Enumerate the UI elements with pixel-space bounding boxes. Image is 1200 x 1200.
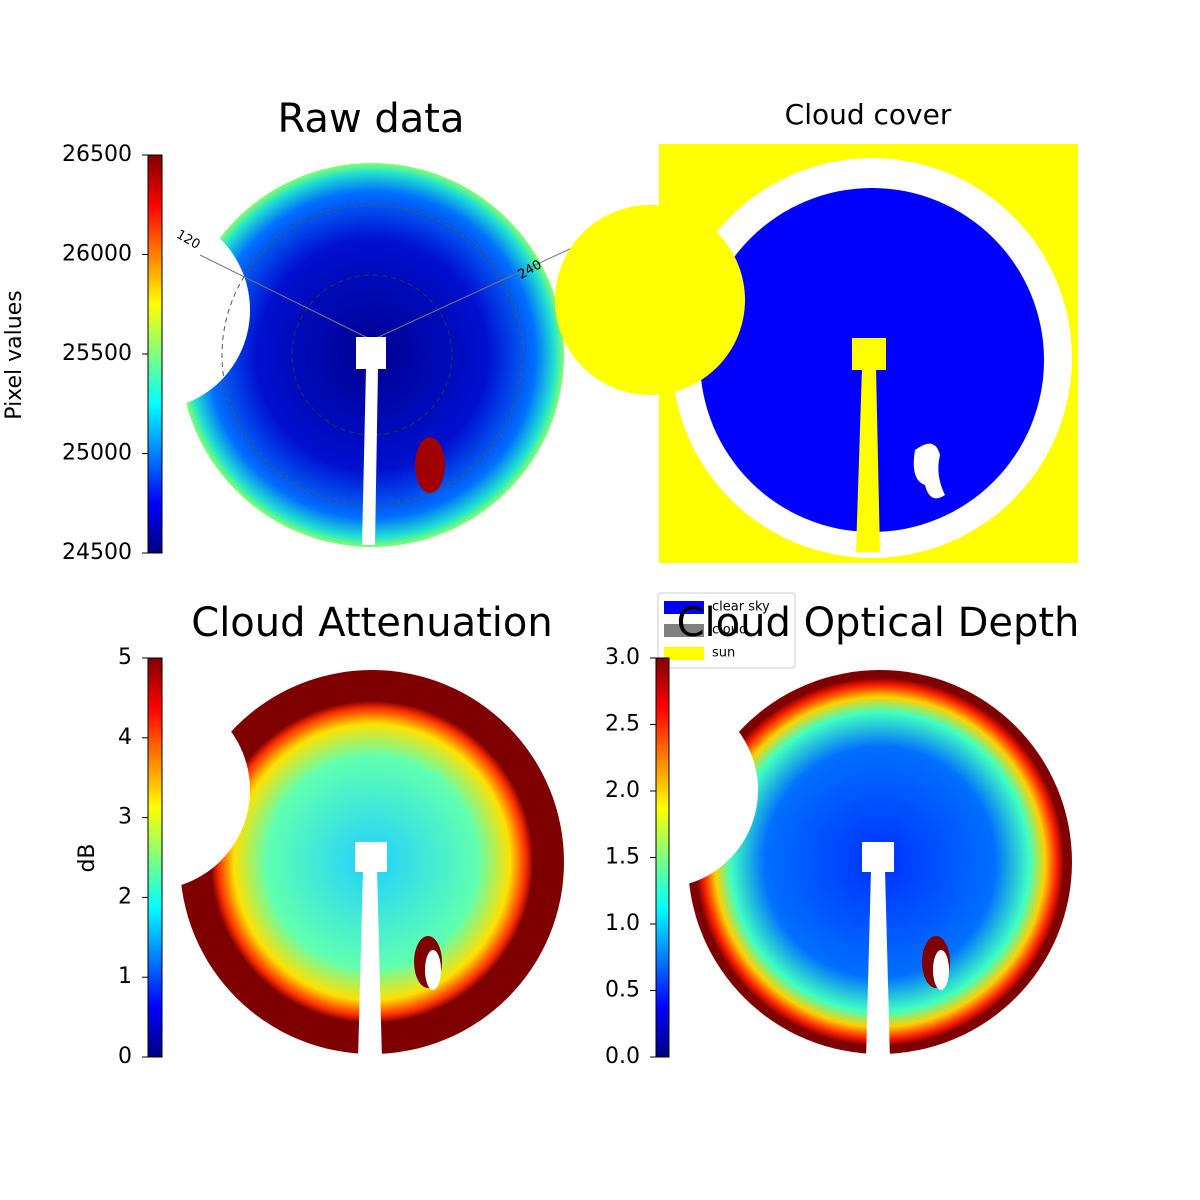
colorbar-tick-label: 0 bbox=[118, 1044, 132, 1069]
colorbar bbox=[147, 657, 163, 1058]
raw-image bbox=[50, 163, 573, 547]
colorbar-tick-label: 1 bbox=[118, 964, 132, 989]
panel-title: Raw data bbox=[278, 96, 465, 142]
colorbar-tick-label: 25000 bbox=[62, 441, 132, 466]
legend-swatch bbox=[664, 647, 704, 660]
legend-label: clear sky bbox=[712, 600, 770, 615]
colorbar-tick-label: 2.0 bbox=[605, 778, 640, 803]
colorbar-tick-label: 3.0 bbox=[605, 645, 640, 670]
colorbar-label: dB bbox=[75, 843, 100, 872]
colorbar bbox=[147, 154, 163, 554]
colorbar-tick-label: 2 bbox=[118, 884, 132, 909]
colorbar-tick-label: 0.0 bbox=[605, 1044, 640, 1069]
cloud-cover-image bbox=[555, 144, 1078, 563]
colorbar-tick-label: 24500 bbox=[62, 540, 132, 565]
colorbar-tick-label: 26000 bbox=[62, 242, 132, 267]
legend-label: sun bbox=[712, 646, 735, 661]
colorbar-tick-label: 3 bbox=[118, 805, 132, 830]
colorbar-tick-label: 2.5 bbox=[605, 712, 640, 737]
colorbar-tick-label: 26500 bbox=[62, 142, 132, 167]
legend-label: cloud bbox=[712, 623, 747, 638]
panel-title: Cloud cover bbox=[785, 98, 952, 131]
colorbar-tick-label: 1.0 bbox=[605, 911, 640, 936]
legend-swatch bbox=[664, 624, 704, 637]
cod-image bbox=[562, 670, 1072, 1060]
colorbar-tick-label: 4 bbox=[118, 725, 132, 750]
colorbar-tick-label: 5 bbox=[118, 645, 132, 670]
colorbar-tick-label: 1.5 bbox=[605, 845, 640, 870]
colorbar bbox=[655, 657, 670, 1058]
legend: clear sky cloud sun bbox=[657, 592, 796, 669]
panel-title: Cloud Optical Depth bbox=[677, 600, 1080, 646]
panel-title: Cloud Attenuation bbox=[191, 600, 552, 646]
legend-swatch bbox=[664, 601, 704, 614]
colorbar-tick-label: 25500 bbox=[62, 341, 132, 366]
colorbar-label: Pixel values bbox=[2, 290, 27, 419]
colorbar-tick-label: 0.5 bbox=[605, 978, 640, 1003]
